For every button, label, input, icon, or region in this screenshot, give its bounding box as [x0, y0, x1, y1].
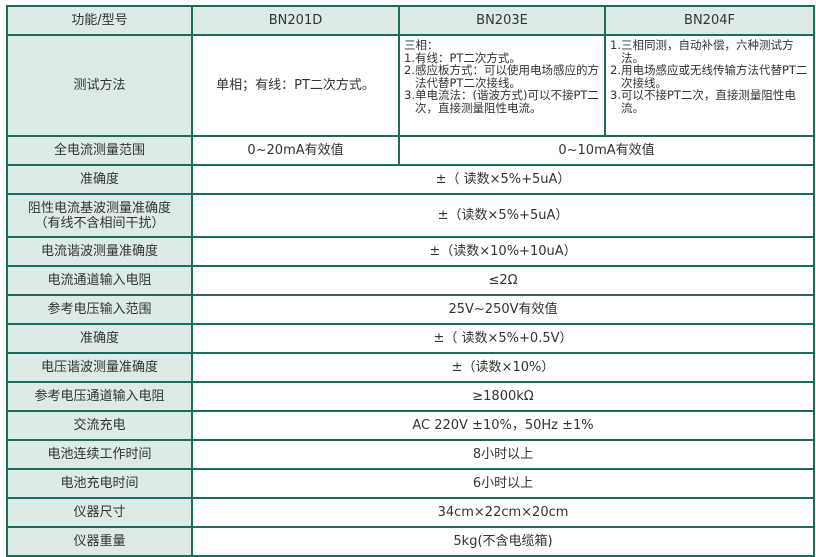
row-label-note: （有线不含相间干扰）: [34, 215, 165, 231]
method-line: 1.三相同测，自动补偿，六种测试方法。: [610, 38, 794, 65]
spec-row: 电池连续工作时间 8小时以上: [6, 439, 815, 470]
current-range-row: 全电流测量范围 0~20mA有效值 0~10mA有效值: [6, 135, 815, 166]
spec-row: 电流谐波测量准确度 ±（读数×10%+10uA）: [6, 236, 815, 267]
row-value: 8小时以上: [191, 439, 815, 470]
row-label-text: 仪器重量: [73, 534, 126, 549]
bn204f-method: 1.三相同测，自动补偿，六种测试方法。 2.用电场感应或无线传输方法代替PT二次…: [604, 34, 815, 137]
row-label-text: 阻性电流基波测量准确度: [27, 200, 171, 216]
row-label-text: 仪器尺寸: [73, 505, 126, 520]
row-value: ±（ 读数×5%+0.5V）: [191, 323, 815, 354]
spec-row: 准确度 ±（ 读数×5%+0.5V）: [6, 323, 815, 354]
spec-row: 电压谐波测量准确度 ±（读数×10%）: [6, 352, 815, 383]
method-line: 3.可以不接PT二次，直接测量阻性电流。: [610, 88, 796, 115]
bn201d-method: 单相；有线：PT二次方式。: [191, 34, 400, 137]
row-label-text: 参考电压通道输入电阻: [34, 389, 165, 404]
spec-row: 参考电压输入范围 25V~250V有效值: [6, 294, 815, 325]
method-line: 1.有线：PT二次方式。: [404, 50, 521, 65]
spec-row: 仪器重量 5kg(不含电缆箱): [6, 526, 815, 557]
row-value: ±（读数×10%）: [191, 352, 815, 383]
row-label: 交流充电: [6, 410, 193, 441]
row-label: 准确度: [6, 164, 193, 195]
spec-row: 参考电压通道输入电阻 ≥1800kΩ: [6, 381, 815, 412]
method-line: 3.单电流法：(谐波方式)可以不接PT二次，直接测量阻性电流。: [404, 88, 599, 115]
row-label: 阻性电流基波测量准确度 （有线不含相间干扰）: [6, 193, 193, 238]
spec-table: 功能/型号 BN201D BN203E BN204F 测试方法 单相；有线：PT…: [6, 5, 815, 557]
test-method-row: 测试方法 单相；有线：PT二次方式。 三相： 1.有线：PT二次方式。 2.感应…: [6, 34, 815, 137]
row-value: 25V~250V有效值: [191, 294, 815, 325]
model-bn203e: BN203E: [398, 5, 606, 36]
row-value: ≥1800kΩ: [191, 381, 815, 412]
row-label-text: 参考电压输入范围: [47, 302, 152, 317]
row-label: 电流谐波测量准确度: [6, 236, 193, 267]
row-label: 全电流测量范围: [6, 135, 193, 166]
spec-row: 仪器尺寸 34cm×22cm×20cm: [6, 497, 815, 528]
row-label: 参考电压输入范围: [6, 294, 193, 325]
spec-row: 电流通道输入电阻 ≤2Ω: [6, 265, 815, 296]
row-label: 仪器尺寸: [6, 497, 193, 528]
method-line: 2.感应板方式：可以使用电场感应的方法代替PT二次接线。: [404, 63, 599, 90]
model-bn204f: BN204F: [604, 5, 815, 36]
row-label: 测试方法: [6, 34, 193, 137]
row-label: 电压谐波测量准确度: [6, 352, 193, 383]
row-value: 6小时以上: [191, 468, 815, 499]
row-label-text: 电流谐波测量准确度: [40, 244, 158, 259]
model-bn201d: BN201D: [191, 5, 400, 36]
header-label: 功能/型号: [6, 5, 193, 36]
row-label-text: 电池充电时间: [60, 476, 139, 491]
row-value: ≤2Ω: [191, 265, 815, 296]
row-value: 34cm×22cm×20cm: [191, 497, 815, 528]
row-label: 参考电压通道输入电阻: [6, 381, 193, 412]
spec-row: 交流充电 AC 220V ±10%，50Hz ±1%: [6, 410, 815, 441]
other-range: 0~10mA有效值: [398, 135, 815, 166]
row-label-text: 电压谐波测量准确度: [40, 360, 158, 375]
row-value: 5kg(不含电缆箱): [191, 526, 815, 557]
spec-row: 阻性电流基波测量准确度 （有线不含相间干扰） ±（读数×5%+5uA）: [6, 193, 815, 238]
row-label-text: 电流通道输入电阻: [47, 273, 152, 288]
spec-row: 准确度 ±（ 读数×5%+5uA）: [6, 164, 815, 195]
method-line: 三相：: [404, 38, 439, 52]
bn201d-range: 0~20mA有效值: [191, 135, 400, 166]
row-value: ±（ 读数×5%+5uA）: [191, 164, 815, 195]
bn203e-method: 三相： 1.有线：PT二次方式。 2.感应板方式：可以使用电场感应的方法代替PT…: [398, 34, 606, 137]
row-label: 电池连续工作时间: [6, 439, 193, 470]
row-label: 仪器重量: [6, 526, 193, 557]
row-label-text: 交流充电: [73, 418, 126, 433]
row-label: 电流通道输入电阻: [6, 265, 193, 296]
row-label-text: 准确度: [79, 331, 119, 346]
row-label: 电池充电时间: [6, 468, 193, 499]
header-row: 功能/型号 BN201D BN203E BN204F: [6, 5, 815, 36]
row-value: ±（读数×5%+5uA）: [191, 193, 815, 238]
row-value: AC 220V ±10%，50Hz ±1%: [191, 410, 815, 441]
row-label: 准确度: [6, 323, 193, 354]
row-label-text: 准确度: [79, 172, 119, 187]
spec-row: 电池充电时间 6小时以上: [6, 468, 815, 499]
row-label-text: 电池连续工作时间: [47, 447, 152, 462]
method-line: 2.用电场感应或无线传输方法代替PT二次接线。: [610, 63, 808, 90]
row-value: ±（读数×10%+10uA）: [191, 236, 815, 267]
